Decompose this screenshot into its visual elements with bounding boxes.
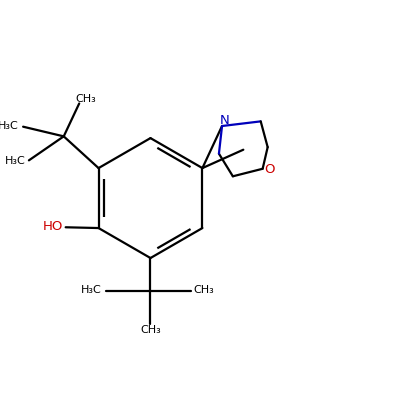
Text: H₃C: H₃C	[81, 285, 102, 295]
Text: CH₃: CH₃	[140, 325, 161, 335]
Text: H₃C: H₃C	[5, 156, 26, 166]
Text: CH₃: CH₃	[193, 285, 214, 295]
Text: H₃C: H₃C	[0, 121, 19, 131]
Text: HO: HO	[43, 220, 64, 233]
Text: CH₃: CH₃	[76, 94, 96, 104]
Text: N: N	[220, 114, 230, 128]
Text: O: O	[264, 163, 275, 176]
